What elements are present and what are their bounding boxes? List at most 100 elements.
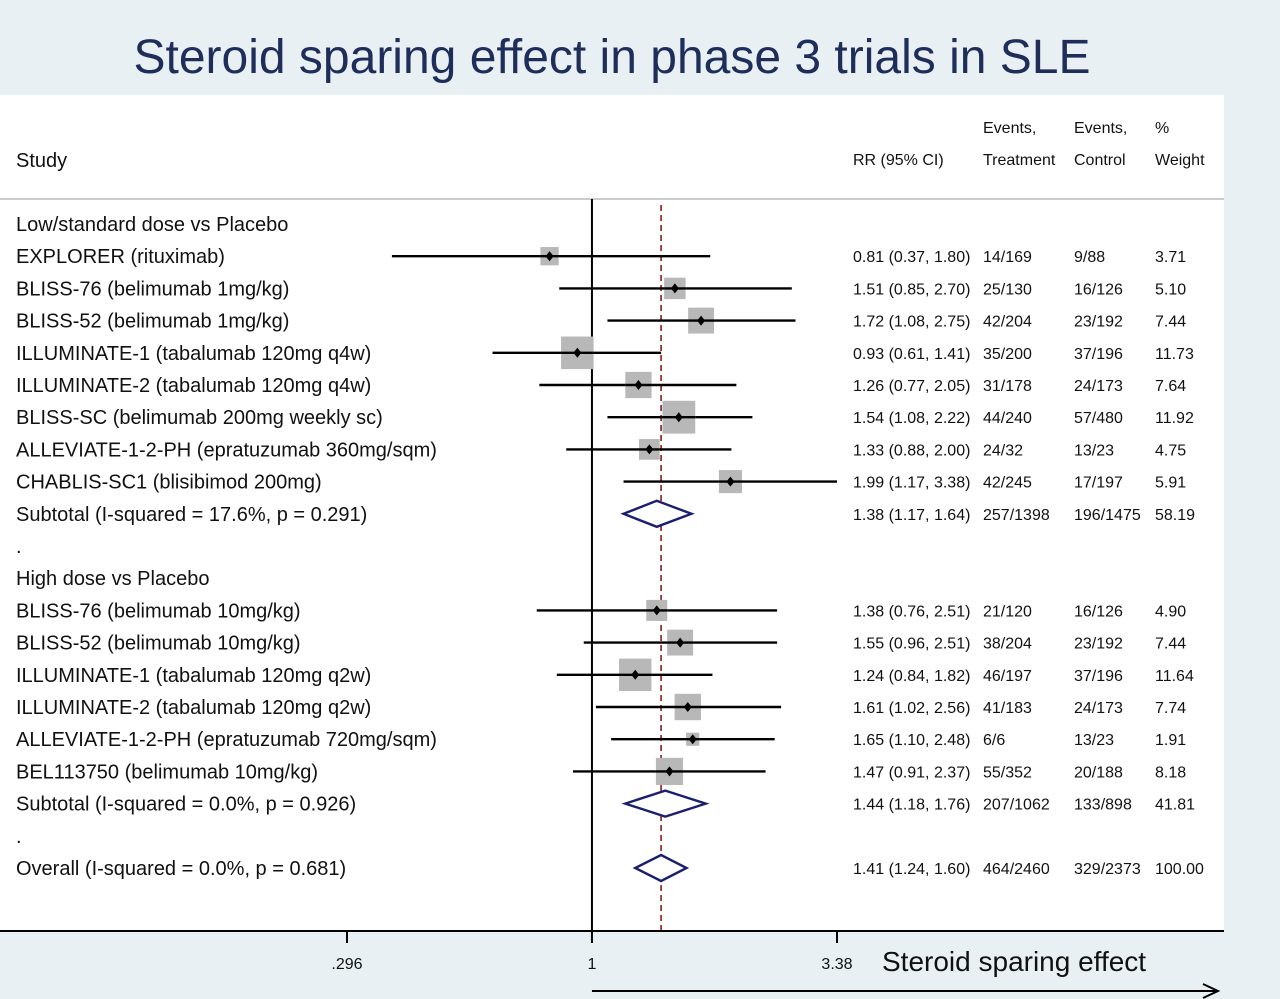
forest-plot: Study RR (95% CI) Events, Treatment Events, C… [0,120,1224,999]
events-control: 37/196 [1074,668,1123,685]
weight-value: 100.00 [1155,861,1204,878]
events-control: 24/173 [1074,378,1123,395]
point-estimate [631,669,640,680]
point-estimate [676,637,685,648]
events-treatment: 38/204 [983,636,1032,653]
study-label: ILLUMINATE-2 (tabalumab 120mg q4w) [16,375,371,397]
point-estimate [652,605,661,616]
events-control: 13/23 [1074,442,1114,459]
rr-value: 1.55 (0.96, 2.51) [853,636,970,653]
rr-value: 1.47 (0.91, 2.37) [853,764,970,781]
events-control: 9/88 [1074,249,1105,266]
events-control: 16/126 [1074,603,1123,620]
point-estimate [573,347,582,358]
study-label: Subtotal (I-squared = 0.0%, p = 0.926) [16,794,356,816]
header-events-treatment: Treatment [983,152,1056,169]
weight-value: 58.19 [1155,507,1195,524]
events-treatment: 55/352 [983,764,1032,781]
events-control: 17/197 [1074,475,1123,492]
study-label: Subtotal (I-squared = 17.6%, p = 0.291) [16,504,367,526]
study-label: ALLEVIATE-1-2-PH (epratuzumab 360mg/sqm) [16,439,437,461]
header-events-control: Control [1074,152,1126,169]
events-control: 23/192 [1074,314,1123,331]
weight-value: 1.91 [1155,732,1186,749]
weight-value: 11.64 [1155,668,1194,685]
rr-value: 1.33 (0.88, 2.00) [853,442,970,459]
events-treatment: 41/183 [983,700,1032,717]
rr-value: 0.81 (0.37, 1.80) [853,249,970,266]
point-estimate [545,251,554,262]
x-tick-label: 1 [587,956,596,973]
x-arrow-label: Steroid sparing effect [882,946,1146,977]
point-estimate [645,444,654,455]
rr-value: 0.93 (0.61, 1.41) [853,346,970,363]
rr-value: 1.65 (1.10, 2.48) [853,732,970,749]
study-label: EXPLORER (rituximab) [16,246,225,268]
events-treatment: 257/1398 [983,507,1050,524]
events-treatment: 42/204 [983,314,1032,331]
subtotal-diamond [621,789,710,818]
study-label: BLISS-SC (belimumab 200mg weekly sc) [16,407,383,429]
point-estimate [665,766,674,777]
events-control: 24/173 [1074,700,1123,717]
header-events-treatment: Events, [983,120,1036,137]
header-rr: RR (95% CI) [853,152,944,169]
study-label: ALLEVIATE-1-2-PH (epratuzumab 720mg/sqm) [16,729,437,751]
weight-value: 7.44 [1155,314,1186,331]
rr-value: 1.41 (1.24, 1.60) [853,861,970,878]
weight-value: 7.64 [1155,378,1186,395]
study-label: BLISS-76 (belimumab 10mg/kg) [16,600,301,622]
events-treatment: 46/197 [983,668,1032,685]
group-label: Low/standard dose vs Placebo [16,214,288,236]
rr-value: 1.54 (1.08, 2.22) [853,410,970,427]
weight-value: 11.73 [1155,346,1194,363]
study-label: CHABLIS-SC1 (blisibimod 200mg) [16,472,322,494]
events-treatment: 25/130 [983,281,1032,298]
events-control: 16/126 [1074,281,1123,298]
header-weight: Weight [1155,152,1205,169]
rr-value: 1.72 (1.08, 2.75) [853,314,970,331]
study-label: ILLUMINATE-2 (tabalumab 120mg q2w) [16,697,371,719]
rr-value: 1.26 (0.77, 2.05) [853,378,970,395]
weight-value: 7.44 [1155,636,1186,653]
overall-diamond [632,853,690,883]
forest-plot-panel: Study RR (95% CI) Events, Treatment Events, C… [0,95,1224,999]
events-treatment: 21/120 [983,603,1032,620]
x-tick-label: .296 [331,956,362,973]
header-events-control: Events, [1074,120,1127,137]
point-estimate [634,380,643,390]
rr-value: 1.61 (1.02, 2.56) [853,700,970,717]
point-estimate [670,283,679,294]
spacer-dot: . [16,536,22,558]
events-control: 20/188 [1074,764,1123,781]
point-estimate [683,702,692,712]
rr-value: 1.44 (1.18, 1.76) [853,797,970,814]
header-study: Study [16,150,67,172]
study-label: ILLUMINATE-1 (tabalumab 120mg q2w) [16,665,371,687]
events-treatment: 31/178 [983,378,1032,395]
events-treatment: 44/240 [983,410,1032,427]
events-control: 329/2373 [1074,861,1141,878]
arrow-head [1202,983,1221,999]
group-label: High dose vs Placebo [16,568,209,590]
study-label: BLISS-76 (belimumab 1mg/kg) [16,278,289,300]
events-treatment: 24/32 [983,442,1023,459]
rr-value: 1.38 (1.17, 1.64) [853,507,970,524]
events-control: 57/480 [1074,410,1123,427]
study-label: BLISS-52 (belimumab 10mg/kg) [16,633,301,655]
point-estimate [697,315,706,326]
events-treatment: 42/245 [983,475,1032,492]
weight-value: 3.71 [1155,249,1186,266]
study-label: ILLUMINATE-1 (tabalumab 120mg q4w) [16,343,371,365]
rr-value: 1.24 (0.84, 1.82) [853,668,970,685]
weight-value: 5.91 [1155,475,1186,492]
weight-value: 4.75 [1155,442,1186,459]
x-tick-label: 3.38 [821,956,852,973]
weight-value: 41.81 [1155,797,1195,814]
events-treatment: 35/200 [983,346,1032,363]
events-treatment: 464/2460 [983,861,1050,878]
weight-value: 5.10 [1155,281,1186,298]
events-treatment: 207/1062 [983,797,1050,814]
events-treatment: 14/169 [983,249,1032,266]
study-label: BLISS-52 (belimumab 1mg/kg) [16,311,289,333]
